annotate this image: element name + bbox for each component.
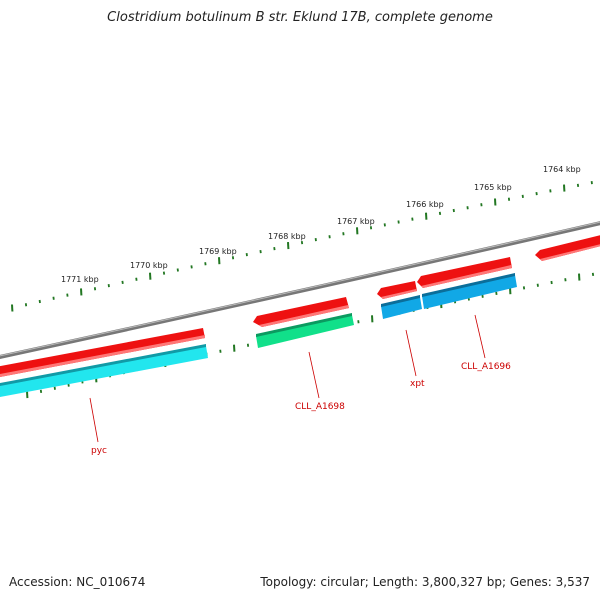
genome-backbone [0, 221, 600, 359]
forward-gene-next-shade [540, 244, 600, 261]
reverse-genes [0, 273, 517, 398]
scale-label: 1764 kbp [543, 165, 581, 174]
accession-label: Accession: NC_010674 [9, 575, 146, 589]
scale-label: 1768 kbp [268, 232, 306, 241]
scale-label: 1767 kbp [337, 217, 375, 226]
scale-label: 1771 kbp [61, 275, 99, 284]
forward-gene-cll-a1696[interactable] [417, 257, 512, 288]
reverse-gene-green-shade [256, 313, 352, 337]
forward-gene-xpt[interactable] [377, 281, 417, 299]
forward-gene-cll-a1698-shade [259, 305, 349, 327]
gene-labels: pyc CLL_A1698 xpt CLL_A1696 [91, 362, 511, 456]
gene-label-cll-a1696[interactable]: CLL_A1696 [461, 362, 511, 372]
reverse-gene-blue-2[interactable] [422, 275, 517, 309]
reverse-gene-cyan[interactable] [0, 346, 208, 398]
genome-summary: Topology: circular; Length: 3,800,327 bp… [260, 575, 590, 589]
reverse-gene-blue-1[interactable] [381, 297, 422, 319]
scale-label: 1765 kbp [474, 183, 512, 192]
reverse-gene-green[interactable] [256, 315, 354, 348]
forward-gene-cll-a1696-shade [421, 265, 512, 288]
forward-gene-pyc-shade [0, 335, 205, 378]
gene-label-xpt[interactable]: xpt [410, 379, 425, 389]
scale-labels: 1771 kbp 1770 kbp 1769 kbp 1768 kbp 1767… [61, 165, 581, 284]
map-title: Clostridium botulinum B str. Eklund 17B,… [107, 10, 493, 25]
forward-genes [0, 234, 600, 378]
reverse-gene-blue-1-shade [381, 295, 420, 307]
outer-scale-ticks [11, 180, 593, 312]
leader-line-xpt [405, 329, 417, 377]
forward-gene-xpt-shade [381, 289, 417, 299]
scale-label: 1766 kbp [406, 200, 444, 209]
scale-label: 1769 kbp [199, 247, 237, 256]
reverse-gene-blue-2-shade [422, 273, 515, 297]
scale-label: 1770 kbp [130, 261, 168, 270]
forward-gene-next[interactable] [535, 234, 600, 261]
gene-label-cll-a1698[interactable]: CLL_A1698 [295, 402, 345, 412]
genome-backbone-highlight [0, 221, 600, 357]
reverse-gene-cyan-shade [0, 344, 206, 387]
leader-line-cll-a1698 [308, 351, 320, 399]
leader-line-cll-a1696 [474, 314, 486, 359]
forward-gene-cll-a1698[interactable] [253, 297, 349, 327]
gene-label-lines [89, 314, 486, 443]
gene-label-pyc[interactable]: pyc [91, 446, 107, 456]
leader-line-pyc [89, 397, 99, 443]
